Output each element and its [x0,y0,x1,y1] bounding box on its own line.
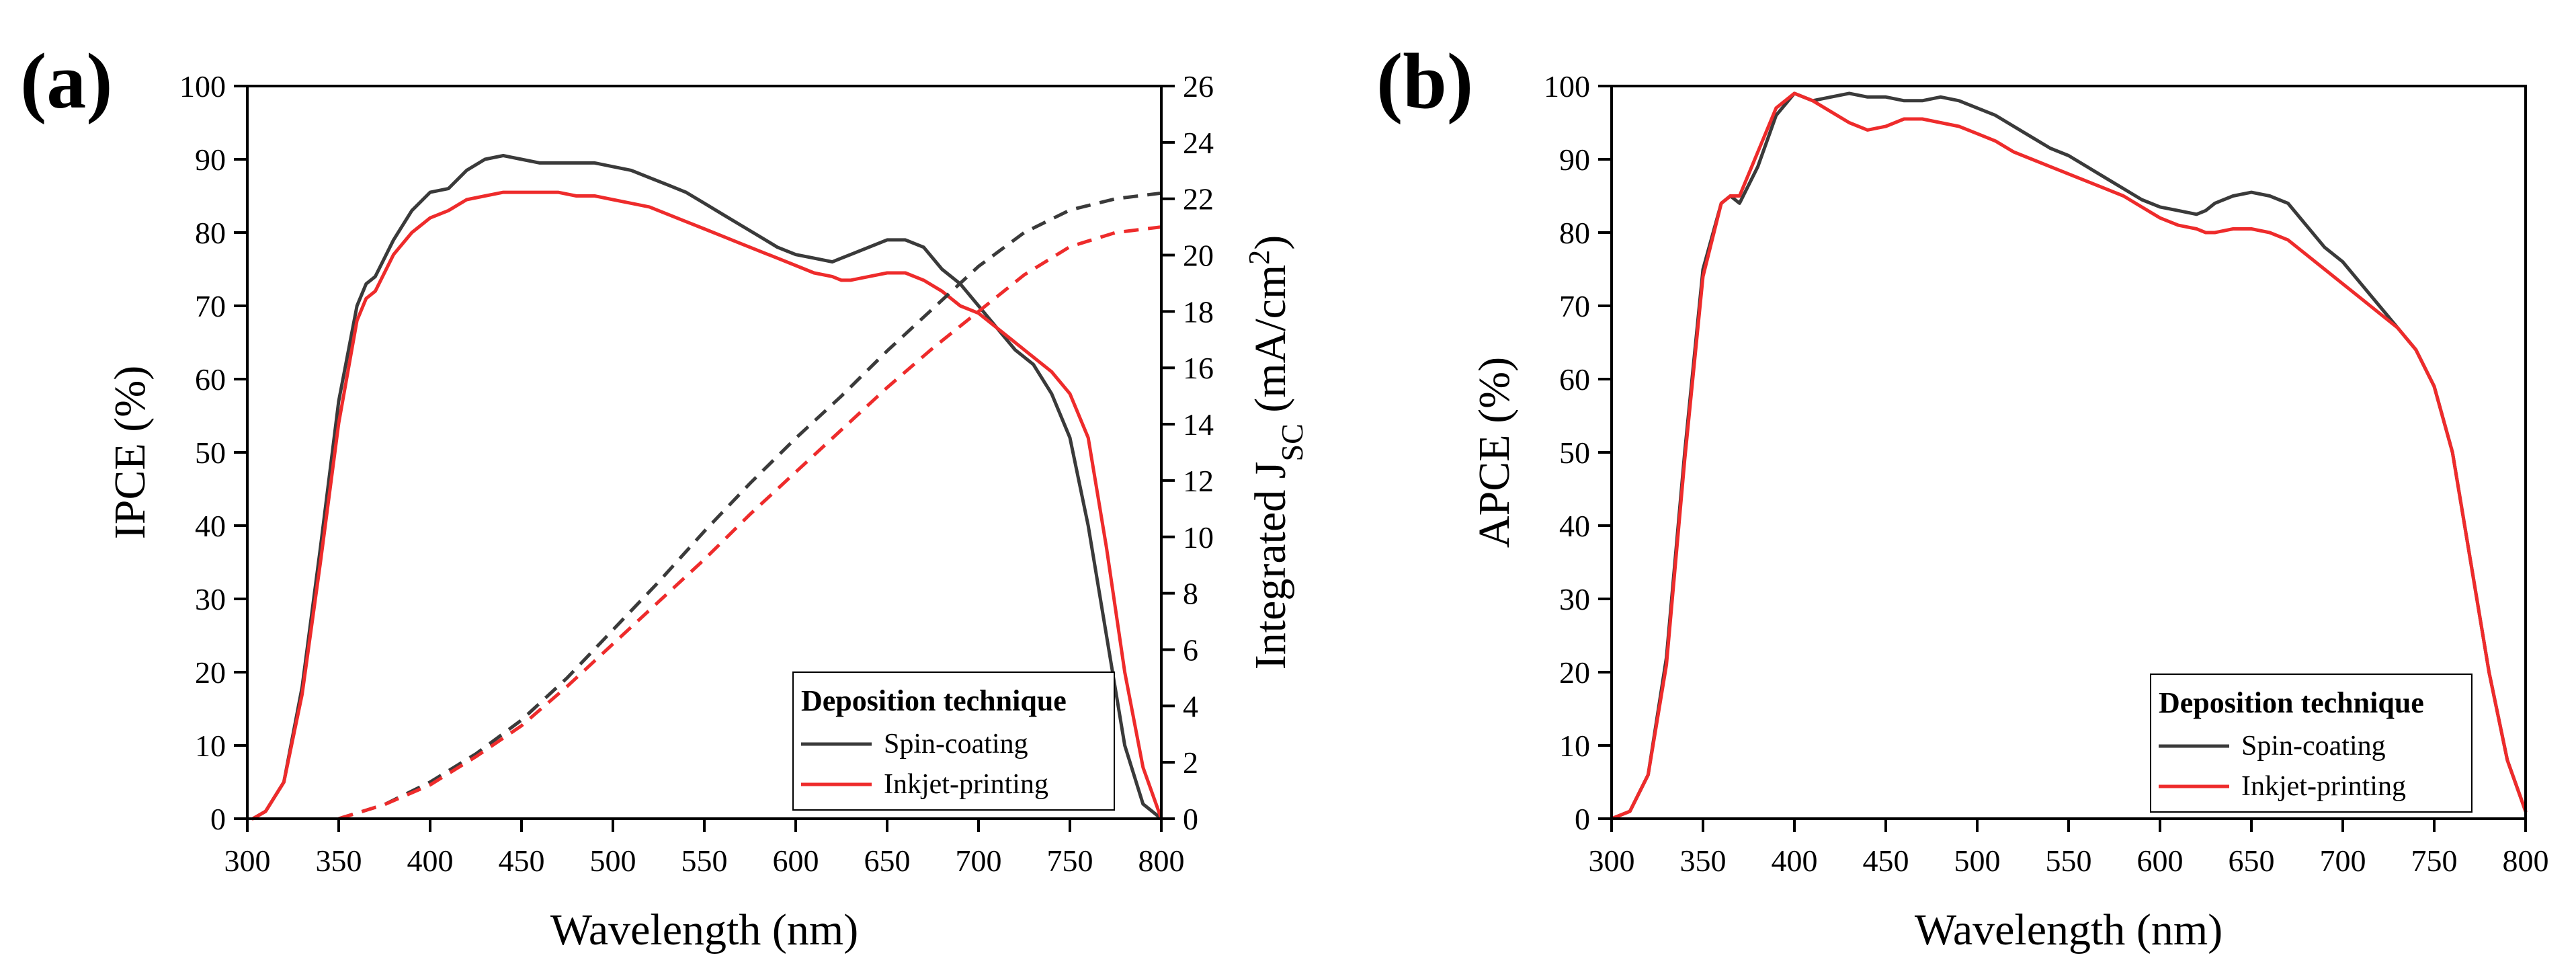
panel-b-x-tick-label: 450 [1863,844,1909,878]
panel-a-x-tick-label: 800 [1138,844,1185,878]
panel-b-x-tick-label: 500 [1954,844,2001,878]
panel-b-legend-box [2150,674,2473,813]
panel-b-x-axis-title: Wavelength (nm) [1915,905,2222,954]
panel-b-y-tick-label: 80 [1559,216,1590,250]
panel-a-series-inkjet-printing-integrated-jsc [338,225,1162,821]
panel-a-y2-tick-label: 22 [1183,182,1214,216]
panel-a-y2-tick-label: 24 [1183,126,1214,160]
panel-b-x-tick-label: 550 [2046,844,2092,878]
panel-a-y2-tick-label: 6 [1183,633,1198,667]
panel-a-y2-tick-label: 14 [1183,407,1214,442]
panel-a-y2-tick-label: 0 [1183,802,1198,836]
panel-b-y-axis-title: APCE (%) [1470,357,1519,548]
panel-b-legend-title: Deposition technique [2159,686,2424,719]
panel-a-y2-tick-label: 4 [1183,689,1198,723]
panel-a-y2-tick-label: 12 [1183,464,1214,498]
panel-a-y2-tick-label: 20 [1183,239,1214,273]
panel-a-y2-tick-label: 26 [1183,69,1214,104]
panel-b-legend-spin-label: Spin-coating [2241,731,2386,762]
panel-a-y2-tick-label: 18 [1183,294,1214,329]
panel-a-x-tick-label: 600 [773,844,819,878]
panel-b-legend: Deposition technique Spin-coating Inkjet… [2150,674,2473,813]
panel-a-y2-axis-title: Integrated JSC (mA/cm2) [1243,235,1309,669]
panel-a-y2-tick-label: 10 [1183,520,1214,555]
panel-b-x-tick-label: 350 [1680,844,1727,878]
panel-a-x-tick-label: 400 [407,844,454,878]
panel-b-y-tick-label: 50 [1559,436,1590,470]
panel-b-x-tick-label: 600 [2137,844,2184,878]
panel-b-apce-chart: (b) 300 350 400 450 500 550 600 650 700 750 800 0 1… [1376,37,2549,954]
panel-a-series [251,154,1163,821]
panel-a-legend-title: Deposition technique [801,684,1067,717]
panel-a-y-axis-ticks: 0 10 20 30 40 50 60 70 80 90 100 [179,69,247,836]
panel-a-legend-box [792,671,1115,811]
panel-a-x-tick-label: 550 [681,844,728,878]
panel-a-x-axis-title: Wavelength (nm) [550,905,858,954]
panel-a-y-tick-label: 50 [195,436,226,470]
panel-b-y-tick-label: 60 [1559,362,1590,397]
panel-a-x-tick-label: 700 [956,844,1002,878]
panel-a-y-tick-label: 70 [195,289,226,323]
panel-b-series-inkjet-printing [1610,91,2528,821]
panel-a-y2-tick-label: 8 [1183,577,1198,611]
panel-a-y2-tick-label: 2 [1183,745,1198,780]
panel-a-series-spin-coating-integrated-jsc [338,191,1162,821]
panel-b-x-axis-ticks: 300 350 400 450 500 550 600 650 700 750 800 [1589,819,2549,878]
panel-b-x-tick-label: 400 [1772,844,1818,878]
panel-b-x-tick-label: 650 [2229,844,2275,878]
panel-a-legend: Deposition technique Spin-coating Inkjet… [792,671,1115,811]
panel-b-label: (b) [1376,37,1473,125]
panel-a-y-tick-label: 30 [195,582,226,616]
panel-a-x-tick-label: 750 [1047,844,1093,878]
panel-a-series-spin-coating [251,154,1163,821]
panel-b-series-spin-coating [1610,91,2528,821]
panel-a-y-tick-label: 40 [195,509,226,543]
panel-a-y-tick-label: 80 [195,216,226,250]
panel-a-ipce-chart: (a) 300 350 400 450 500 550 600 650 700 750 800 01… [20,37,1309,954]
panel-b-y-tick-label: 90 [1559,142,1590,177]
panel-b-y-tick-label: 40 [1559,509,1590,543]
panel-b-y-tick-label: 0 [1575,802,1590,836]
panel-a-x-tick-label: 350 [316,844,362,878]
panel-a-y-tick-label: 60 [195,362,226,397]
panel-a-legend-spin-label: Spin-coating [884,729,1028,760]
panel-a-y-tick-label: 20 [195,655,226,690]
panel-a-series-inkjet-printing [251,190,1163,821]
panel-b-y-tick-label: 10 [1559,729,1590,763]
panel-b-series [1610,91,2528,821]
panel-a-y2-tick-label: 16 [1183,351,1214,385]
panel-a-x-tick-label: 450 [499,844,545,878]
panel-b-x-tick-label: 300 [1589,844,1635,878]
panel-a-y-tick-label: 0 [210,802,226,836]
panel-a-label: (a) [20,37,113,125]
panel-a-x-axis-ticks: 300 350 400 450 500 550 600 650 700 750 800 [224,819,1185,878]
panel-b-y-tick-label: 100 [1544,69,1590,104]
panel-b-x-tick-label: 700 [2320,844,2366,878]
panel-a-x-tick-label: 300 [224,844,271,878]
panel-a-y-tick-label: 100 [179,69,226,104]
panel-b-y-tick-label: 70 [1559,289,1590,323]
panel-a-x-tick-label: 650 [864,844,911,878]
panel-a-x-tick-label: 500 [590,844,636,878]
panel-a-y-axis-title: IPCE (%) [106,366,155,539]
panel-a-y-tick-label: 10 [195,729,226,763]
panel-b-legend-inkjet-label: Inkjet-printing [2241,771,2406,802]
panel-b-y-tick-label: 30 [1559,582,1590,616]
panel-a-y-tick-label: 90 [195,142,226,177]
panel-b-x-tick-label: 750 [2411,844,2458,878]
panel-b-y-tick-label: 20 [1559,655,1590,690]
panel-b-y-axis-ticks: 0 10 20 30 40 50 60 70 80 90 100 [1544,69,1612,836]
panel-b-x-tick-label: 800 [2503,844,2549,878]
panel-a-legend-inkjet-label: Inkjet-printing [884,769,1048,800]
